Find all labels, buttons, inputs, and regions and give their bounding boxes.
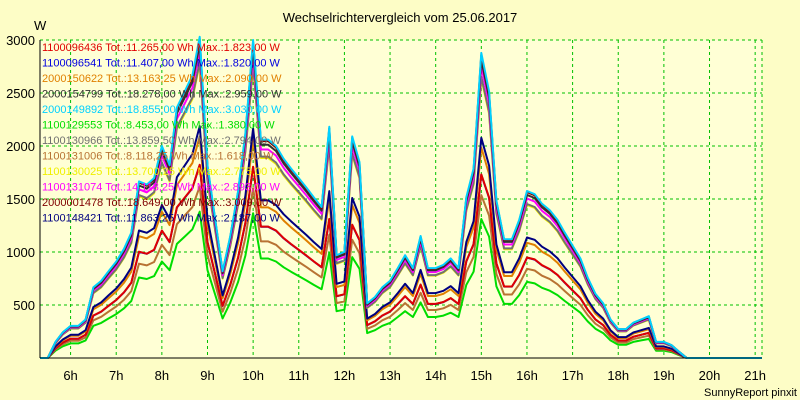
y-tick-label-5: 3000 (6, 33, 35, 48)
x-tick-label-15: 21h (744, 368, 766, 383)
legend-entry-11: 1100148421 Tot.:11.863,25 Wh Max.:2.187,… (42, 213, 281, 225)
series-line-11 (40, 125, 762, 359)
x-tick-labels: 6h 7h 8h 9h 10h 11h 12h 13h 14h 15h 16h 17h 18h 19h 20… (63, 368, 766, 383)
y-tick-label-0: 500 (13, 298, 35, 313)
legend-entry-5: 1100129553 Tot.:8.453,00 Wh Max.:1.380,0… (42, 120, 275, 132)
series-line-6 (40, 60, 762, 359)
x-tick-label-7: 13h (379, 368, 401, 383)
x-tick-label-1: 7h (109, 368, 123, 383)
x-tick-label-10: 16h (516, 368, 538, 383)
x-tick-label-2: 8h (155, 368, 169, 383)
x-tick-label-8: 14h (425, 368, 447, 383)
y-tick-label-4: 2500 (6, 86, 35, 101)
legend-entry-9: 1100131074 Tot.:14.118,25 Wh Max.:2.893,… (42, 182, 281, 194)
legend-entry-10: 2000001478 Tot.:18.649,00 Wh Max.:3.009,… (42, 197, 282, 209)
series-line-0 (40, 163, 762, 359)
series-line-4 (40, 35, 762, 359)
legend-entry-2: 2000150622 Tot.:13.163,25 Wh Max.:2.090,… (42, 73, 282, 85)
legend-entry-3: 2000154799 Tot.:18.278,00 Wh Max.:2.959,… (42, 89, 282, 101)
y-tick-label-2: 1500 (6, 192, 35, 207)
x-tick-label-0: 6h (63, 368, 77, 383)
x-tick-label-3: 9h (200, 368, 214, 383)
x-tick-label-14: 20h (699, 368, 721, 383)
series-line-7 (40, 185, 762, 359)
x-tick-label-12: 18h (607, 368, 629, 383)
legend-entry-1: 1100096541 Tot.:11.407,00 Wh Max.:1.820,… (42, 58, 281, 70)
legend-entry-4: 2000149892 Tot.:18.855,00 Wh Max.:3.030,… (42, 104, 282, 116)
legend-entry-0: 1100096436 Tot.:11.265,00 Wh Max.:1.823,… (42, 42, 281, 54)
legend-entry-6: 1100130966 Tot.:13.859,50 Wh Max.:2.794,… (42, 135, 281, 147)
chart-title: Wechselrichtervergleich vom 25.06.2017 (283, 10, 518, 25)
axes (39, 40, 762, 359)
y-tick-label-1: 1000 (6, 245, 35, 260)
series-line-2 (40, 135, 762, 359)
x-tick-label-9: 15h (470, 368, 492, 383)
x-tick-label-4: 10h (242, 368, 264, 383)
legend-entry-7: 1100131006 Tot.:8.118,25 Wh Max.:1.618,0… (42, 151, 274, 163)
x-tick-label-6: 12h (334, 368, 356, 383)
series-line-5 (40, 210, 762, 359)
y-tick-label-3: 2000 (6, 139, 35, 154)
x-tick-label-5: 11h (288, 368, 309, 383)
legend-entry-8: 1100130025 Tot.:13.700,25 Wh Max.:2.775,… (42, 166, 281, 178)
footer-credit: SunnyReport pinxit (704, 387, 797, 399)
series-lines (40, 35, 762, 359)
y-axis-unit-label: W (34, 18, 47, 33)
y-tick-labels: 500 1000 1500 2000 2500 3000 (6, 33, 35, 313)
x-tick-label-11: 17h (562, 368, 584, 383)
x-tick-label-13: 19h (653, 368, 675, 383)
legend: 1100096436 Tot.:11.265,00 Wh Max.:1.823,… (42, 42, 282, 225)
